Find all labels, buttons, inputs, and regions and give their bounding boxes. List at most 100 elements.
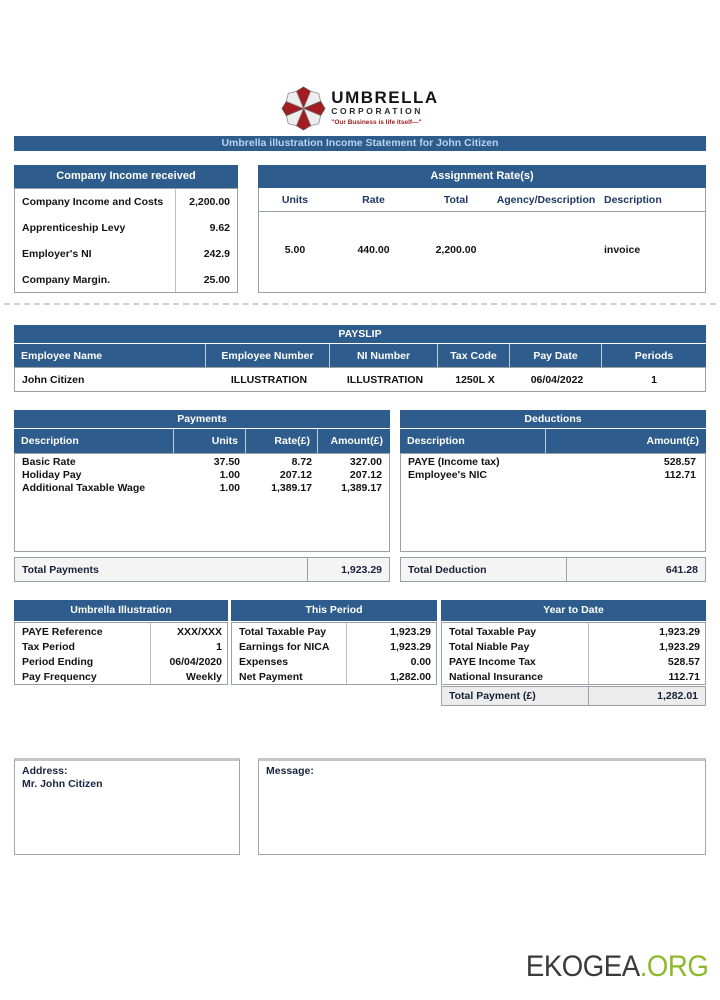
summary-year-to-date-table: Total Taxable Pay 1,923.29 Total Niable …: [441, 622, 706, 685]
periods: 1: [651, 373, 657, 386]
table-row: Period Ending 06/04/2020: [15, 655, 227, 670]
table-row: Tax Period 1: [15, 640, 227, 655]
agency-value: [496, 244, 596, 256]
column-divider: [150, 623, 151, 684]
rate-value: 440.00: [357, 244, 390, 256]
column-header-agency: Agency/Description: [496, 193, 596, 206]
table-row: Employee's NIC 112.71: [401, 469, 705, 482]
summary-label: Total Niable Pay: [449, 641, 530, 653]
income-value: 25.00: [203, 274, 230, 286]
summary-value: 1,282.00: [390, 671, 431, 683]
company-income-header: Company Income received: [14, 165, 238, 188]
pay-date: 06/04/2022: [530, 373, 584, 386]
total-value: 2,200.00: [435, 244, 477, 256]
message-label: Message:: [266, 765, 314, 777]
address-box: Address: Mr. John Citizen: [14, 758, 240, 855]
summary-value: 528.57: [667, 656, 700, 668]
column-divider: [175, 189, 176, 292]
column-header-description: Description: [14, 429, 174, 453]
summary-value: 1,923.29: [659, 641, 700, 653]
assignment-rates-table: 5.00 440.00 2,200.00 invoice: [258, 212, 706, 293]
summary-value: 1,923.29: [390, 626, 431, 638]
table-row: PAYE (Income tax) 528.57: [401, 456, 705, 469]
column-divider: [588, 623, 589, 684]
section-divider: [4, 303, 716, 305]
summary-company-header: Umbrella Illustration: [14, 600, 228, 621]
column-header-amount: Amount(£): [330, 435, 384, 447]
table-row: Additional Taxable Wage 1.00 1,389.17 1,…: [15, 482, 389, 495]
deduction-description: Employee's NIC: [408, 469, 487, 481]
summary-label: PAYE Income Tax: [449, 656, 536, 668]
summary-label: Period Ending: [22, 656, 94, 668]
payment-rate: 1,389.17: [271, 482, 312, 494]
summary-value: XXX/XXX: [177, 626, 222, 638]
logo-corporation-label: CORPORATION: [331, 106, 424, 116]
total-deduction-value: 641.28: [566, 558, 705, 581]
payslip-column-headers: Employee Name Employee Number NI Number …: [14, 344, 706, 367]
income-value: 242.9: [203, 248, 230, 260]
total-deduction-label: Total Deduction: [408, 563, 487, 576]
umbrella-pinwheel-icon: [281, 86, 326, 131]
table-row: Pay Frequency Weekly: [15, 670, 227, 685]
table-row: Total Taxable Pay 1,923.29: [442, 625, 705, 640]
summary-this-period-table: Total Taxable Pay 1,923.29 Earnings for …: [231, 622, 437, 685]
payments-column-headers: Description Units Rate(£) Amount(£): [14, 429, 390, 453]
ni-number: ILLUSTRATION: [346, 373, 424, 386]
logo-company-name: UMBRELLA: [331, 88, 439, 107]
address-value: Mr. John Citizen: [22, 778, 103, 790]
summary-value: 1: [216, 641, 222, 653]
income-label: Apprenticeship Levy: [22, 222, 126, 234]
column-header-units: Units: [174, 429, 246, 453]
column-divider: [346, 623, 347, 684]
summary-label: Pay Frequency: [22, 671, 97, 683]
payment-amount: 207.12: [349, 469, 382, 481]
income-label: Company Income and Costs: [22, 196, 164, 208]
income-label: Employer's NI: [22, 248, 92, 260]
summary-value: 112.71: [668, 671, 700, 683]
column-header-periods: Periods: [634, 349, 674, 362]
payment-units: 1.00: [219, 469, 240, 481]
deduction-amount: 528.57: [663, 456, 696, 468]
total-deduction-row: Total Deduction 641.28: [400, 557, 706, 582]
deductions-column-headers: Description Amount(£): [400, 429, 706, 453]
column-header-units: Units: [281, 193, 309, 206]
payment-description: Basic Rate: [22, 456, 76, 468]
total-payments-value: 1,923.29: [307, 558, 389, 581]
table-row: Employer's NI 242.9: [15, 241, 237, 267]
summary-label: National Insurance: [449, 671, 543, 683]
table-row: PAYE Income Tax 528.57: [442, 655, 705, 670]
summary-label: Tax Period: [22, 641, 75, 653]
footer-brand-name: EKOGEA: [525, 950, 640, 983]
summary-label: Net Payment: [239, 671, 303, 683]
footer-brand: EKOGEA.ORG: [525, 950, 708, 984]
payment-units: 1.00: [219, 482, 240, 494]
payment-description: Additional Taxable Wage: [22, 482, 146, 494]
table-row: Net Payment 1,282.00: [232, 670, 436, 685]
payment-units: 37.50: [213, 456, 240, 468]
company-logo: UMBRELLA CORPORATION "Our Business is li…: [0, 86, 720, 131]
summary-value: 1,923.29: [390, 641, 431, 653]
column-header-employee-number: Employee Number: [206, 344, 330, 367]
table-row: 5.00 440.00 2,200.00 invoice: [259, 244, 705, 256]
payment-amount: 327.00: [349, 456, 382, 468]
summary-value: Weekly: [186, 671, 222, 683]
column-header-employee-name: Employee Name: [14, 344, 206, 367]
table-row: Total Niable Pay 1,923.29: [442, 640, 705, 655]
summary-company-table: PAYE Reference XXX/XXX Tax Period 1 Peri…: [14, 622, 228, 685]
column-header-ni-number: NI Number: [330, 344, 438, 367]
column-header-description: Description: [604, 193, 662, 206]
deduction-description: PAYE (Income tax): [408, 456, 500, 468]
message-box: Message:: [258, 758, 706, 855]
payslip-header: PAYSLIP: [14, 325, 706, 343]
table-row: Company Income and Costs 2,200.00: [15, 189, 237, 215]
summary-value: 0.00: [410, 656, 431, 668]
income-label: Company Margin.: [22, 274, 111, 286]
employee-number: ILLUSTRATION: [230, 373, 308, 386]
table-row: Basic Rate 37.50 8.72 327.00: [15, 456, 389, 469]
deductions-header: Deductions: [400, 410, 706, 428]
income-value: 9.62: [209, 222, 230, 234]
payment-description: Holiday Pay: [22, 469, 82, 481]
column-header-amount: Amount(£): [646, 435, 700, 447]
summary-value: 1,923.29: [659, 626, 700, 638]
deduction-amount: 112.71: [664, 469, 696, 481]
